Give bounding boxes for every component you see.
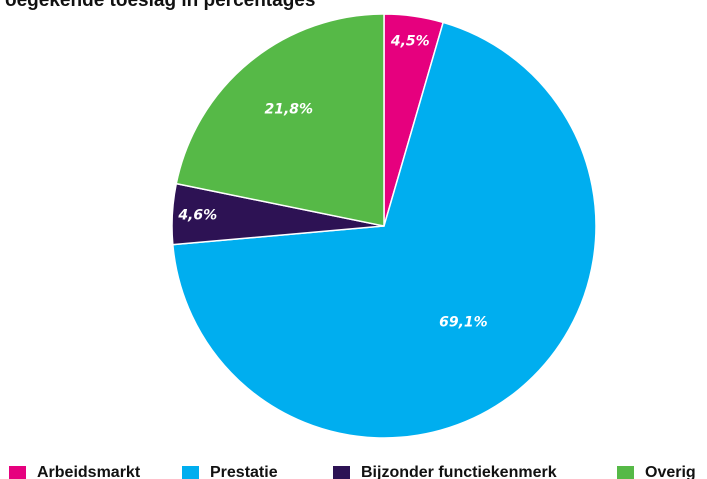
legend-item-arbeidsmarkt: Arbeidsmarkt <box>9 464 140 479</box>
legend-item-prestatie: Prestatie <box>182 464 278 479</box>
legend-swatch-prestatie <box>182 466 199 479</box>
legend-label-overig: Overig <box>645 464 696 479</box>
data-label-arbeidsmarkt: 4,5% <box>390 33 430 49</box>
pie-slice-overig <box>175 13 385 227</box>
chart-title: oegekende toeslag in percentages <box>5 0 316 11</box>
legend-item-bijzonder-functiekenmerk: Bijzonder functiekenmerk <box>333 464 557 479</box>
pie-chart: 4,5% 69,1% 4,6% 21,8% <box>171 13 597 439</box>
legend: Arbeidsmarkt Prestatie Bijzonder functie… <box>0 456 707 479</box>
legend-label-arbeidsmarkt: Arbeidsmarkt <box>37 464 141 479</box>
pie-slice-prestatie <box>172 21 597 439</box>
legend-item-overig: Overig <box>617 464 696 479</box>
data-label-prestatie: 69,1% <box>439 315 488 331</box>
legend-swatch-overig <box>617 466 634 479</box>
data-label-bijzonder-functiekenmerk: 4,6% <box>177 207 217 223</box>
legend-label-prestatie: Prestatie <box>210 464 278 479</box>
legend-label-bijzonder-functiekenmerk: Bijzonder functiekenmerk <box>361 464 557 479</box>
legend-swatch-arbeidsmarkt <box>9 466 26 479</box>
legend-swatch-bijzonder-functiekenmerk <box>333 466 350 479</box>
data-label-overig: 21,8% <box>264 101 313 117</box>
